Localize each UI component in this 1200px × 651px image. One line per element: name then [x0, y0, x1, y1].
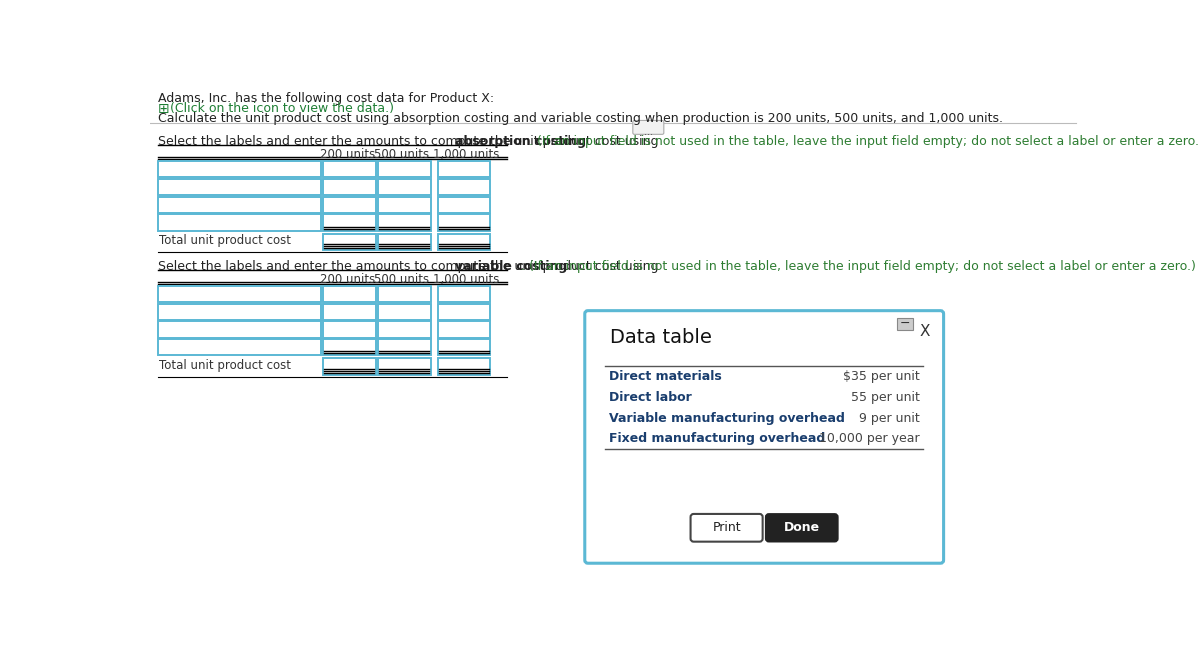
Text: Direct materials: Direct materials	[608, 370, 721, 383]
FancyBboxPatch shape	[157, 339, 320, 355]
Text: X: X	[919, 324, 930, 339]
FancyBboxPatch shape	[766, 514, 838, 542]
FancyBboxPatch shape	[157, 197, 320, 213]
Text: Fixed manufacturing overhead: Fixed manufacturing overhead	[608, 432, 826, 445]
FancyBboxPatch shape	[323, 161, 376, 178]
FancyBboxPatch shape	[323, 339, 376, 355]
FancyBboxPatch shape	[438, 359, 491, 374]
Text: 500 units: 500 units	[374, 273, 430, 286]
Text: Total unit product cost: Total unit product cost	[160, 359, 292, 372]
Text: $35 per unit: $35 per unit	[842, 370, 919, 383]
FancyBboxPatch shape	[584, 311, 943, 563]
FancyBboxPatch shape	[323, 234, 376, 250]
FancyBboxPatch shape	[378, 304, 431, 320]
Text: Total unit product cost: Total unit product cost	[160, 234, 292, 247]
FancyBboxPatch shape	[157, 304, 320, 320]
FancyBboxPatch shape	[378, 286, 431, 302]
FancyBboxPatch shape	[438, 339, 491, 355]
FancyBboxPatch shape	[157, 179, 320, 195]
Text: variable costing: variable costing	[455, 260, 566, 273]
FancyBboxPatch shape	[157, 322, 320, 338]
Text: Done: Done	[784, 521, 820, 534]
FancyBboxPatch shape	[323, 322, 376, 338]
FancyBboxPatch shape	[378, 161, 431, 178]
FancyBboxPatch shape	[378, 234, 431, 250]
FancyBboxPatch shape	[323, 304, 376, 320]
Text: Data table: Data table	[610, 327, 712, 346]
Text: 9 per unit: 9 per unit	[859, 411, 919, 424]
FancyBboxPatch shape	[438, 304, 491, 320]
Text: −: −	[900, 317, 910, 330]
Text: 1,000 units: 1,000 units	[433, 148, 499, 161]
FancyBboxPatch shape	[438, 322, 491, 338]
FancyBboxPatch shape	[690, 514, 763, 542]
Text: 55 per unit: 55 per unit	[851, 391, 919, 404]
FancyBboxPatch shape	[438, 161, 491, 178]
FancyBboxPatch shape	[378, 322, 431, 338]
Text: 200 units: 200 units	[320, 273, 376, 286]
Text: Select the labels and enter the amounts to compute the unit product cost using: Select the labels and enter the amounts …	[157, 260, 662, 273]
FancyBboxPatch shape	[632, 120, 664, 134]
Text: (Click on the icon to view the data.): (Click on the icon to view the data.)	[170, 102, 394, 115]
FancyBboxPatch shape	[438, 286, 491, 302]
Text: Direct labor: Direct labor	[608, 391, 691, 404]
Text: Calculate the unit product cost using absorption costing and variable costing wh: Calculate the unit product cost using ab…	[157, 112, 1003, 125]
FancyBboxPatch shape	[378, 197, 431, 213]
Text: ⊞: ⊞	[157, 102, 169, 116]
FancyBboxPatch shape	[323, 359, 376, 374]
FancyBboxPatch shape	[378, 339, 431, 355]
FancyBboxPatch shape	[378, 214, 431, 230]
FancyBboxPatch shape	[323, 214, 376, 230]
Text: Variable manufacturing overhead: Variable manufacturing overhead	[608, 411, 845, 424]
Text: Print: Print	[713, 521, 740, 534]
Text: 10,000 per year: 10,000 per year	[818, 432, 919, 445]
FancyBboxPatch shape	[157, 214, 320, 230]
FancyBboxPatch shape	[378, 179, 431, 195]
FancyBboxPatch shape	[323, 286, 376, 302]
FancyBboxPatch shape	[438, 234, 491, 250]
FancyBboxPatch shape	[898, 318, 913, 330]
Text: Adams, Inc. has the following cost data for Product X:: Adams, Inc. has the following cost data …	[157, 92, 494, 105]
FancyBboxPatch shape	[157, 286, 320, 302]
Text: 200 units: 200 units	[320, 148, 376, 161]
Text: . (If an input field is not used in the table, leave the input field empty; do n: . (If an input field is not used in the …	[521, 260, 1196, 273]
FancyBboxPatch shape	[323, 179, 376, 195]
Text: absorption costing: absorption costing	[455, 135, 586, 148]
Text: . (If an input field is not used in the table, leave the input field empty; do n: . (If an input field is not used in the …	[529, 135, 1200, 148]
Text: Select the labels and enter the amounts to compute the unit product cost using: Select the labels and enter the amounts …	[157, 135, 662, 148]
Text: ...: ...	[644, 127, 653, 137]
FancyBboxPatch shape	[438, 214, 491, 230]
FancyBboxPatch shape	[438, 179, 491, 195]
Text: 500 units: 500 units	[374, 148, 430, 161]
FancyBboxPatch shape	[157, 161, 320, 178]
Text: 1,000 units: 1,000 units	[433, 273, 499, 286]
FancyBboxPatch shape	[438, 197, 491, 213]
FancyBboxPatch shape	[378, 359, 431, 374]
FancyBboxPatch shape	[323, 197, 376, 213]
